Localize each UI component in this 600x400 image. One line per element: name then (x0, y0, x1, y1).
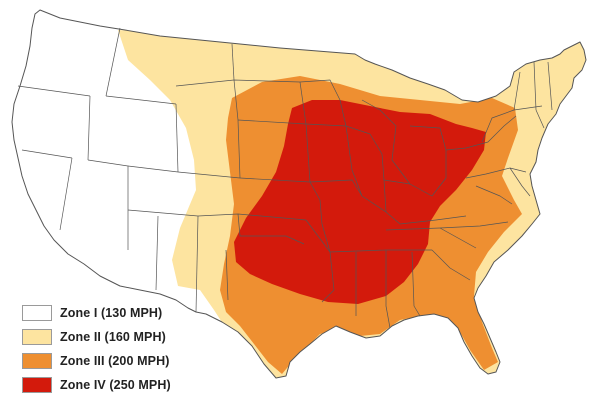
legend-label-zone-2: Zone II (160 MPH) (60, 330, 166, 344)
legend-label-zone-3: Zone III (200 MPH) (60, 354, 170, 368)
legend-item-zone-3: Zone III (200 MPH) (22, 350, 252, 372)
state-boundaries (11, 9, 587, 379)
map-legend: Zone I (130 MPH) Zone II (160 MPH) Zone … (22, 302, 252, 398)
legend-item-zone-2: Zone II (160 MPH) (22, 326, 252, 348)
zone-4-area (234, 100, 486, 304)
legend-label-zone-1: Zone I (130 MPH) (60, 306, 163, 320)
legend-swatch-zone-3 (22, 353, 52, 369)
legend-item-zone-4: Zone IV (250 MPH) (22, 374, 252, 396)
legend-item-zone-1: Zone I (130 MPH) (22, 302, 252, 324)
legend-label-zone-4: Zone IV (250 MPH) (60, 378, 171, 392)
legend-swatch-zone-4 (22, 377, 52, 393)
legend-swatch-zone-2 (22, 329, 52, 345)
legend-swatch-zone-1 (22, 305, 52, 321)
